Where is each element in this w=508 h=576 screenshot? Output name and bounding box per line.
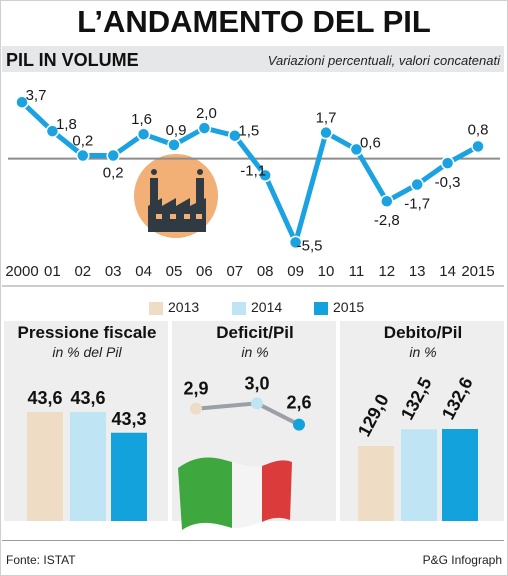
deficit-subtitle: in %: [241, 344, 269, 360]
debito-value-label-2015: 132,6: [438, 374, 477, 423]
main-title: L’ANDAMENTO DEL PIL: [77, 4, 431, 39]
legend-swatch-2014: [232, 302, 246, 315]
debito-bar-2015: [442, 429, 478, 521]
pil-value-label-14: -0,3: [435, 174, 461, 191]
legend-swatch-2013: [149, 302, 163, 315]
x-tick-label-01: 01: [44, 263, 61, 280]
pressione-bar-2015: [111, 432, 147, 521]
pil-point-03: [106, 148, 120, 163]
pil-value-label-13: -1,7: [404, 195, 430, 212]
pressione-bar-2014: [70, 412, 106, 521]
pressione-title: Pressione fiscale: [17, 323, 157, 342]
pil-point-08: [258, 168, 272, 183]
x-tick-label-02: 02: [74, 263, 91, 280]
factory-icon: [134, 154, 218, 238]
italy-flag-icon: [178, 457, 292, 530]
pil-point-10: [319, 125, 333, 140]
pil-point-12: [380, 194, 394, 208]
x-tick-label-05: 05: [166, 263, 183, 280]
section-header-bar: [2, 46, 504, 72]
pil-point-13: [410, 177, 424, 192]
x-tick-label-2000: 2000: [5, 263, 38, 280]
pil-value-label-05: 0,9: [166, 122, 187, 139]
pil-point-07: [228, 128, 242, 143]
pil-value-label-03: 0,2: [103, 164, 124, 181]
pil-value-label-11: 0,6: [360, 134, 381, 151]
legend-label-2014: 2014: [251, 299, 283, 315]
x-tick-label-08: 08: [257, 263, 274, 280]
x-tick-label-10: 10: [318, 263, 335, 280]
x-tick-label-13: 13: [409, 263, 426, 280]
pil-point-01: [45, 124, 60, 138]
pil-point-2000: [15, 95, 29, 109]
x-tick-label-12: 12: [378, 263, 395, 280]
pil-point-05: [167, 138, 181, 152]
source-label: Fonte: ISTAT: [6, 553, 76, 567]
pressione-value-label-2015: 43,3: [111, 409, 146, 429]
x-tick-label-11: 11: [349, 263, 365, 280]
pressione-value-label-2014: 43,6: [70, 388, 105, 408]
pil-value-label-04: 1,6: [131, 111, 152, 128]
deficit-point-2014: [251, 397, 263, 410]
pil-point-04: [136, 127, 151, 141]
deficit-title: Deficit/Pil: [216, 323, 294, 342]
x-tick-label-2015: 2015: [461, 263, 494, 280]
debito-value-label-2013: 129,0: [354, 391, 393, 440]
line-chart-title: PIL IN VOLUME: [6, 50, 139, 70]
deficit-value-label-2014: 3,0: [244, 373, 269, 393]
x-tick-label-06: 06: [196, 263, 213, 280]
pil-point-14: [440, 156, 455, 170]
pil-value-label-2015: 0,8: [468, 121, 489, 138]
pil-value-label-06: 2,0: [196, 105, 217, 122]
x-tick-label-14: 14: [439, 263, 456, 280]
pil-value-label-02: 0,2: [72, 132, 93, 149]
pil-point-2015: [471, 139, 485, 154]
credit-label: P&G Infograph: [422, 553, 502, 567]
pil-value-label-12: -2,8: [374, 212, 400, 229]
pressione-bar-2013: [27, 412, 63, 521]
debito-subtitle: in %: [409, 344, 437, 360]
debito-bar-2014: [401, 429, 437, 521]
legend-label-2013: 2013: [168, 299, 200, 315]
footer-rule: [2, 540, 504, 541]
pil-series-line: [20, 100, 480, 245]
x-tick-label-03: 03: [105, 263, 122, 280]
debito-value-label-2014: 132,5: [397, 374, 436, 423]
x-tick-label-04: 04: [135, 263, 152, 280]
pressione-value-label-2013: 43,6: [27, 388, 62, 408]
pil-value-label-01: 1,8: [56, 116, 77, 133]
pil-point-11: [349, 142, 364, 157]
x-tick-label-09: 09: [287, 263, 304, 280]
line-chart-subtitle: Variazioni percentuali, valori concatena…: [267, 53, 500, 68]
deficit-point-2015: [293, 418, 305, 431]
pil-value-label-2000: 3,7: [26, 87, 47, 104]
deficit-value-label-2015: 2,6: [286, 393, 311, 413]
pil-value-label-10: 1,7: [316, 110, 337, 127]
pressione-subtitle: in % del Pil: [52, 344, 122, 360]
pil-point-09: [288, 235, 303, 250]
pil-point-02: [76, 148, 90, 163]
pil-value-label-07: 1,5: [238, 123, 259, 140]
pil-value-label-09: -5,5: [297, 237, 323, 254]
legend-swatch-2015: [314, 302, 328, 315]
debito-bar-2013: [358, 446, 394, 521]
pil-point-06: [197, 121, 212, 135]
debito-title: Debito/Pil: [383, 323, 463, 342]
x-tick-label-07: 07: [226, 263, 243, 280]
legend-label-2015: 2015: [333, 299, 365, 315]
deficit-value-label-2013: 2,9: [183, 379, 208, 399]
deficit-point-2013: [190, 402, 202, 415]
pil-value-label-08: -1,1: [240, 162, 266, 179]
deficit-series-line: [195, 401, 300, 427]
